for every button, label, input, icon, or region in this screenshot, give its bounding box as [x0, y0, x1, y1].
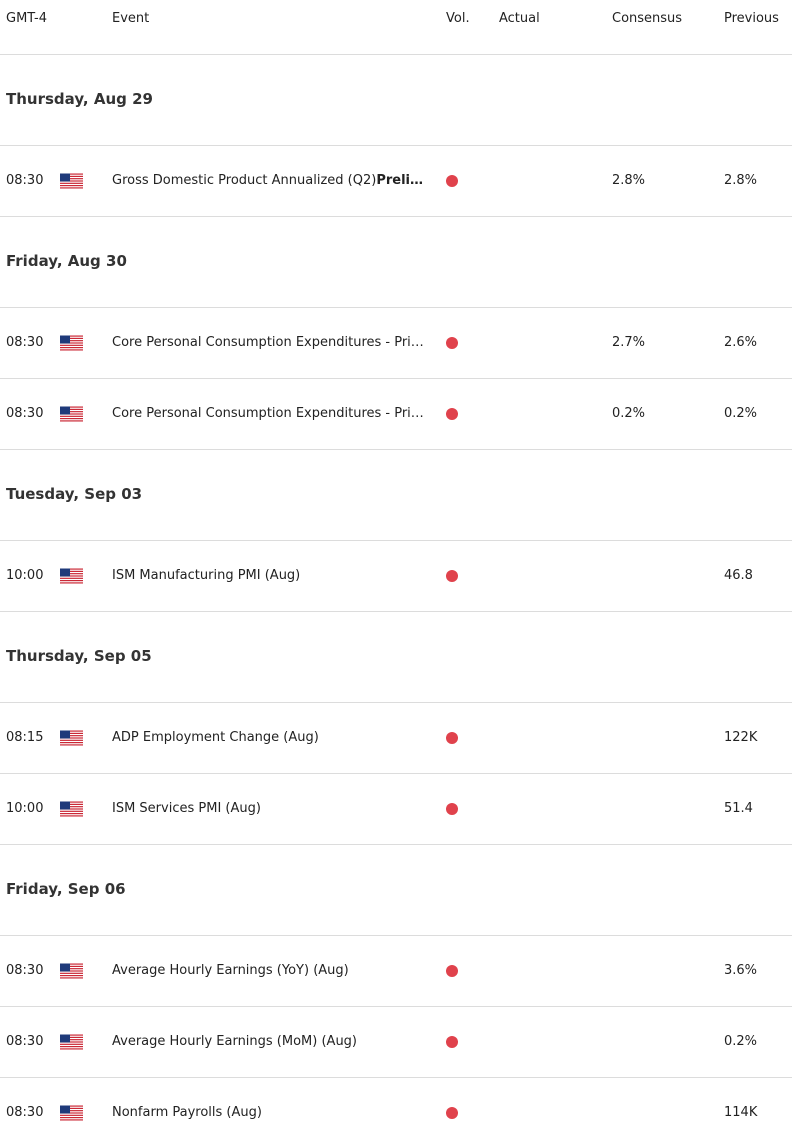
divider: [0, 1077, 792, 1078]
us-flag: [60, 963, 83, 979]
volatility-dot: [446, 408, 458, 420]
event-name: ISM Manufacturing PMI (Aug): [112, 568, 301, 583]
volatility-dot: [446, 732, 458, 744]
col-time: GMT-4: [6, 11, 47, 26]
divider: [0, 378, 792, 379]
col-previous: Previous: [724, 11, 779, 26]
divider: [0, 611, 792, 612]
volatility-dot: [446, 175, 458, 187]
previous: 46.8: [724, 568, 753, 583]
consensus: 0.2%: [612, 406, 646, 421]
event-name: Average Hourly Earnings (YoY) (Aug): [112, 963, 349, 978]
event-time: 08:30: [6, 1105, 44, 1120]
divider: [0, 702, 792, 703]
event-name: ADP Employment Change (Aug): [112, 730, 319, 745]
us-flag: [60, 730, 83, 746]
previous: 0.2%: [724, 1034, 758, 1049]
us-flag: [60, 406, 83, 422]
divider: [0, 773, 792, 774]
day-header: Friday, Sep 06: [6, 880, 126, 898]
volatility-dot: [446, 570, 458, 582]
consensus: 2.7%: [612, 335, 646, 350]
volatility-dot: [446, 803, 458, 815]
us-flag: [60, 173, 83, 189]
event-name: Average Hourly Earnings (MoM) (Aug): [112, 1034, 358, 1049]
event-name: Gross Domestic Product Annualized (Q2)Pr…: [112, 173, 423, 188]
previous: 51.4: [724, 801, 753, 816]
previous: 2.6%: [724, 335, 758, 350]
us-flag: [60, 801, 83, 817]
event-time: 08:30: [6, 963, 44, 978]
divider: [0, 449, 792, 450]
event-name: ISM Services PMI (Aug): [112, 801, 261, 816]
event-time: 08:30: [6, 335, 44, 350]
volatility-dot: [446, 1036, 458, 1048]
us-flag: [60, 1034, 83, 1050]
day-header: Thursday, Aug 29: [6, 90, 153, 108]
col-actual: Actual: [499, 11, 540, 26]
divider: [0, 935, 792, 936]
event-bold: Preli…: [376, 173, 423, 188]
event-name: Core Personal Consumption Expenditures -…: [112, 406, 424, 421]
previous: 3.6%: [724, 963, 758, 978]
divider: [0, 216, 792, 217]
previous: 114K: [724, 1105, 758, 1120]
event-time: 08:30: [6, 406, 44, 421]
consensus: 2.8%: [612, 173, 646, 188]
day-header: Friday, Aug 30: [6, 252, 127, 270]
divider: [0, 54, 792, 55]
event-time: 08:30: [6, 1034, 44, 1049]
event-time: 10:00: [6, 801, 44, 816]
event-time: 08:30: [6, 173, 44, 188]
divider: [0, 1006, 792, 1007]
event-time: 10:00: [6, 568, 44, 583]
us-flag: [60, 1105, 83, 1121]
day-header: Tuesday, Sep 03: [6, 485, 143, 503]
day-header: Thursday, Sep 05: [6, 647, 152, 665]
previous: 2.8%: [724, 173, 758, 188]
volatility-dot: [446, 965, 458, 977]
us-flag: [60, 335, 83, 351]
us-flag: [60, 568, 83, 584]
divider: [0, 145, 792, 146]
col-event: Event: [112, 11, 150, 26]
volatility-dot: [446, 1107, 458, 1119]
previous: 0.2%: [724, 406, 758, 421]
divider: [0, 307, 792, 308]
event-time: 08:15: [6, 730, 44, 745]
event-name: Core Personal Consumption Expenditures -…: [112, 335, 424, 350]
volatility-dot: [446, 337, 458, 349]
divider: [0, 540, 792, 541]
event-name: Nonfarm Payrolls (Aug): [112, 1105, 262, 1120]
col-consensus: Consensus: [612, 11, 683, 26]
col-vol: Vol.: [446, 11, 470, 26]
divider: [0, 844, 792, 845]
previous: 122K: [724, 730, 758, 745]
